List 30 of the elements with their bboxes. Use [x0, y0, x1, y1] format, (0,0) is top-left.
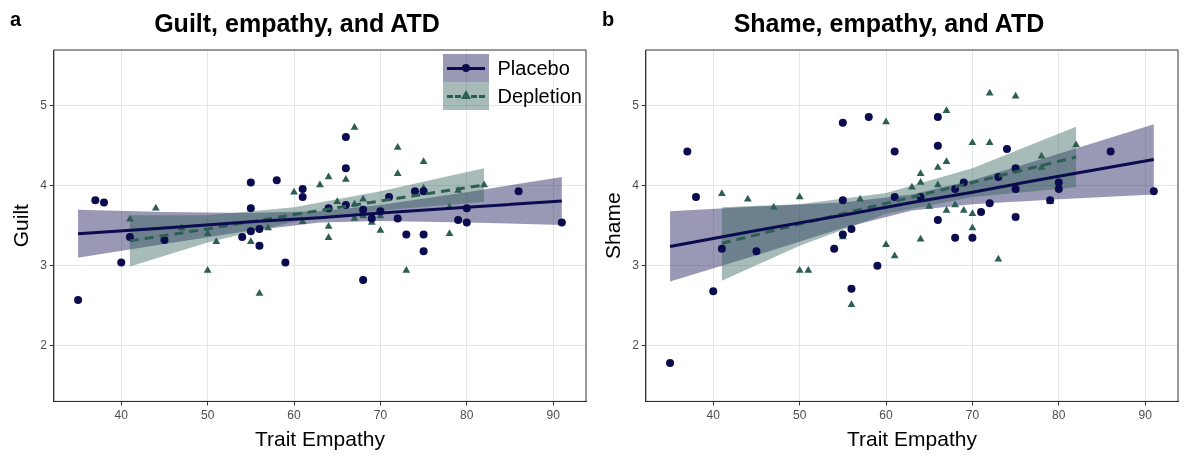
y-tick-label: 5 [40, 98, 48, 113]
x-tick-label: 70 [373, 407, 388, 422]
x-tick-label: 90 [546, 407, 561, 422]
legend-label: Depletion [497, 84, 582, 108]
x-tick-label: 70 [965, 407, 980, 422]
y-axis-title: Shame [601, 192, 625, 259]
legend-label: Placebo [497, 56, 570, 80]
chart-title: Shame, empathy, and ATD [733, 8, 1045, 37]
x-tick-label: 80 [1052, 407, 1066, 422]
y-tick-label: 4 [632, 178, 640, 193]
x-tick-label: 90 [1138, 407, 1153, 422]
x-tick-label: 60 [879, 407, 894, 422]
y-tick-label: 3 [632, 257, 640, 272]
x-tick-label: 50 [200, 407, 215, 422]
y-axis-title: Guilt [9, 203, 33, 248]
text: a [10, 8, 22, 31]
x-tick-label: 50 [792, 407, 807, 422]
y-tick-label: 5 [632, 98, 640, 113]
chart-title: Guilt, empathy, and ATD [154, 8, 440, 37]
x-tick-label: 40 [706, 407, 721, 422]
y-tick-label: 2 [40, 337, 48, 352]
y-tick-label: 4 [40, 178, 48, 193]
x-tick-label: 40 [114, 407, 129, 422]
x-tick-label: 80 [460, 407, 474, 422]
x-tick-label: 60 [287, 407, 302, 422]
text: b [602, 8, 615, 31]
x-axis-title: Trait Empathy [846, 427, 978, 451]
x-axis-title: Trait Empathy [254, 427, 386, 451]
y-tick-label: 3 [40, 257, 48, 272]
y-tick-label: 2 [632, 337, 640, 352]
